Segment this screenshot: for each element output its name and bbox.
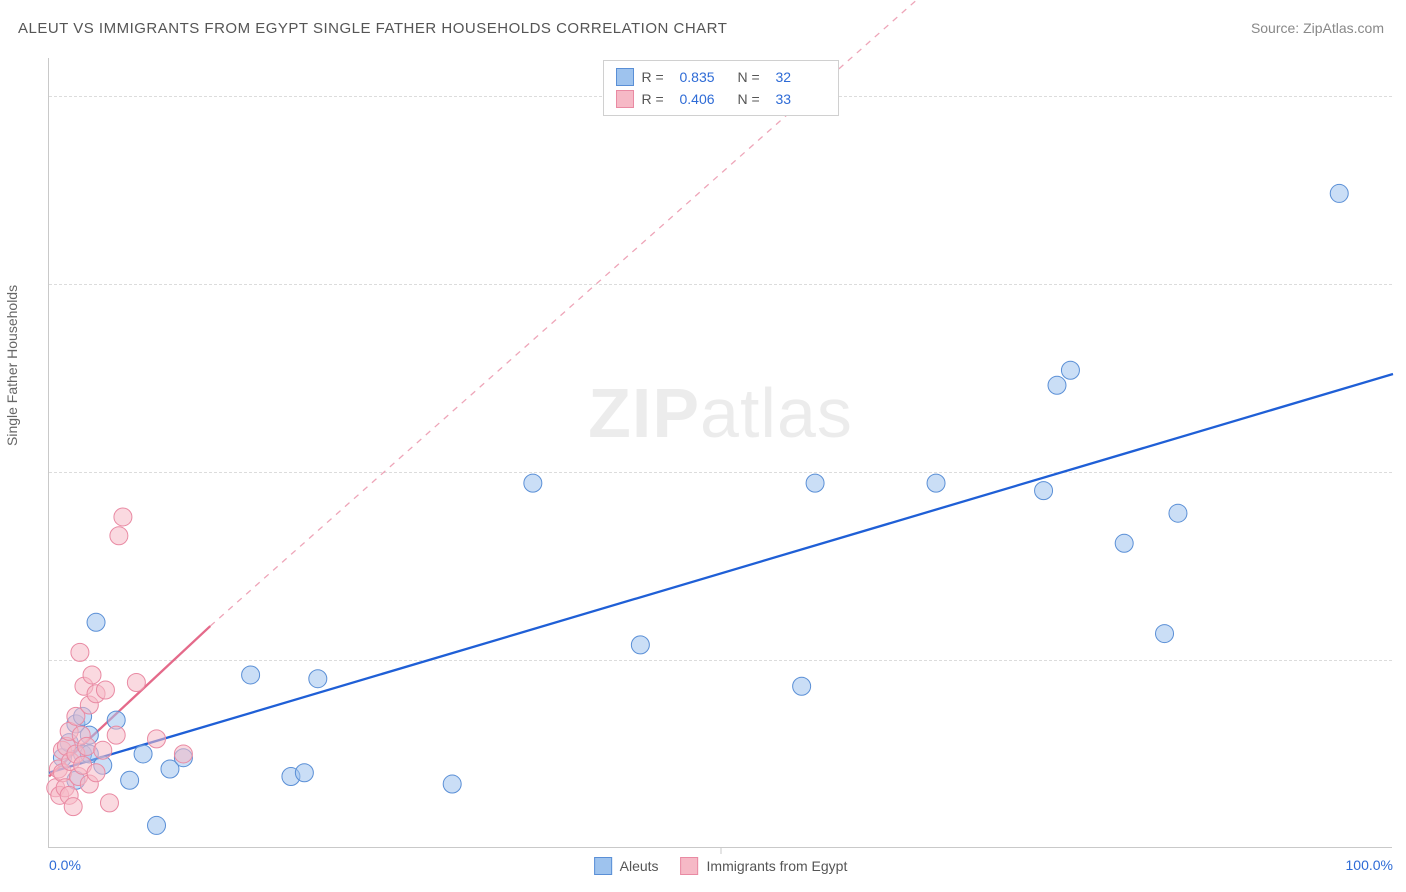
y-tick-label: 10.0%: [1398, 464, 1406, 480]
swatch-egypt-legend: [681, 857, 699, 875]
swatch-aleuts-legend: [594, 857, 612, 875]
y-tick-label: 5.0%: [1398, 652, 1406, 668]
x-tick-label: 0.0%: [49, 857, 81, 873]
swatch-aleuts: [616, 68, 634, 86]
y-tick-label: 20.0%: [1398, 88, 1406, 104]
legend-item-egypt: Immigrants from Egypt: [681, 857, 848, 875]
plot-area: ZIPatlas R = 0.835 N = 32 R = 0.406 N = …: [48, 58, 1392, 848]
correlation-stats-box: R = 0.835 N = 32 R = 0.406 N = 33: [603, 60, 839, 116]
scatter-svg: [49, 58, 1392, 847]
swatch-egypt: [616, 90, 634, 108]
y-tick-label: 15.0%: [1398, 276, 1406, 292]
y-axis-label: Single Father Households: [4, 285, 20, 446]
source-label: Source: ZipAtlas.com: [1251, 20, 1384, 36]
stats-row-aleuts: R = 0.835 N = 32: [616, 66, 826, 88]
legend-item-aleuts: Aleuts: [594, 857, 659, 875]
stats-row-egypt: R = 0.406 N = 33: [616, 88, 826, 110]
x-tick-label: 100.0%: [1346, 857, 1393, 873]
chart-title: ALEUT VS IMMIGRANTS FROM EGYPT SINGLE FA…: [18, 20, 727, 37]
series-legend: Aleuts Immigrants from Egypt: [594, 857, 848, 875]
